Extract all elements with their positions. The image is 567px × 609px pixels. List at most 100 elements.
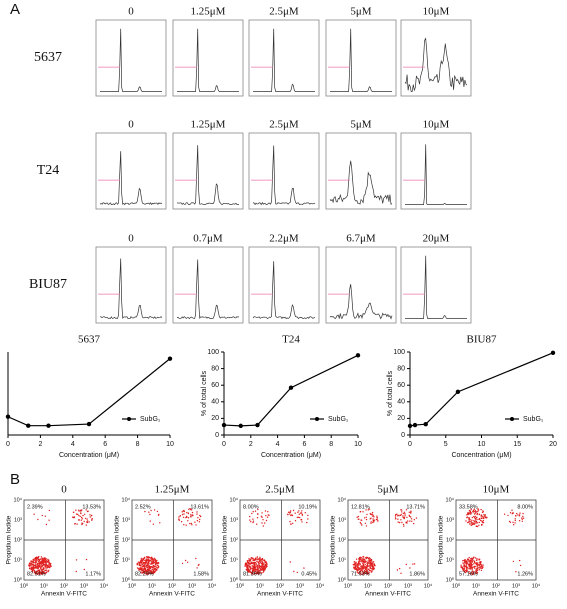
event-dot (143, 571, 146, 574)
point (46, 423, 51, 428)
chart-title: BIU87 (467, 334, 497, 346)
event-dot (470, 561, 472, 563)
event-dot (78, 514, 80, 517)
event-dot (250, 558, 252, 560)
x-tick-label: 10³ (188, 583, 196, 589)
event-dot (356, 516, 358, 518)
event-dot (482, 519, 485, 522)
event-dot (292, 509, 295, 512)
event-dot (190, 522, 192, 525)
event-dot (263, 522, 266, 524)
event-dot (462, 560, 464, 562)
event-dot (521, 517, 523, 519)
x-tick-label: 10² (492, 583, 500, 589)
event-dot (259, 559, 261, 561)
event-dot (359, 573, 362, 575)
x-tick-label: 10⁴ (316, 582, 325, 589)
event-dot (147, 568, 150, 570)
quadrant-percent: 10.19% (298, 504, 317, 510)
event-dot (470, 566, 472, 568)
event-dot (145, 559, 148, 561)
event-dot (41, 514, 43, 517)
event-dot (265, 515, 267, 517)
x-tick-label: 10⁰ (452, 582, 461, 589)
event-dot (72, 516, 74, 518)
event-dot (41, 569, 44, 571)
event-dot (36, 570, 38, 572)
event-dot (89, 516, 91, 518)
histogram-trace (99, 258, 163, 320)
y-tick-label: 10² (338, 537, 346, 543)
event-dot (250, 561, 253, 564)
event-dot (469, 523, 471, 525)
event-dot (469, 558, 472, 560)
event-dot (34, 564, 37, 566)
event-dot (199, 515, 202, 518)
event-dot (359, 560, 361, 563)
event-dot (181, 562, 184, 565)
event-dot (471, 568, 473, 570)
event-dot (364, 565, 366, 567)
event-dot (258, 572, 260, 574)
event-dot (476, 512, 479, 515)
event-dot (31, 560, 34, 563)
event-dot (86, 520, 89, 522)
event-dot (474, 519, 477, 521)
event-dot (91, 514, 93, 517)
event-dot (480, 569, 483, 571)
y-tick-label: 100 (207, 349, 219, 356)
event-dot (32, 559, 34, 561)
event-dot (49, 565, 51, 567)
event-dot (154, 559, 157, 561)
event-dot (42, 572, 44, 574)
event-dot (476, 568, 478, 570)
event-dot (473, 560, 476, 562)
event-dot (358, 562, 361, 564)
event-dot (260, 515, 263, 517)
event-dot (81, 509, 83, 511)
event-dot (466, 513, 468, 515)
event-dot (409, 516, 412, 518)
x-tick-label: 10¹ (40, 583, 48, 589)
event-dot (356, 570, 358, 572)
event-dot (368, 508, 371, 510)
event-dot (362, 573, 365, 575)
event-dot (521, 518, 523, 520)
event-dot (46, 571, 48, 573)
event-dot (48, 519, 50, 521)
y-tick-label: 10¹ (14, 557, 22, 563)
event-dot (250, 572, 253, 574)
event-dot (150, 572, 152, 575)
event-dot (196, 520, 199, 522)
event-dot (359, 521, 361, 524)
event-dot (360, 523, 362, 525)
event-dot (150, 509, 152, 512)
plot-title: 5μM (377, 484, 398, 496)
event-dot (357, 572, 360, 574)
event-dot (139, 566, 141, 569)
event-dot (260, 565, 263, 568)
event-dot (470, 521, 473, 523)
event-dot (460, 564, 462, 566)
histogram-frame (248, 246, 320, 324)
event-dot (362, 556, 364, 558)
event-dot (476, 516, 478, 519)
event-dot (156, 559, 158, 562)
quadrant-percent: 33.58% (459, 504, 478, 510)
event-dot (362, 563, 365, 566)
x-axis-label: Concentration (μM) (451, 452, 511, 459)
column-label: 0 (128, 233, 134, 245)
event-dot (358, 564, 360, 566)
x-tick-label: 10² (276, 583, 284, 589)
event-dot (249, 568, 251, 570)
histogram-trace (99, 151, 163, 206)
event-dot (48, 569, 50, 571)
quadrant-percent: 1.58% (193, 571, 209, 577)
event-dot (363, 558, 366, 561)
event-dot (197, 564, 200, 566)
event-dot (179, 515, 181, 517)
event-dot (248, 559, 251, 561)
event-dot (356, 564, 358, 566)
event-dot (292, 522, 294, 524)
event-dot (257, 508, 259, 511)
